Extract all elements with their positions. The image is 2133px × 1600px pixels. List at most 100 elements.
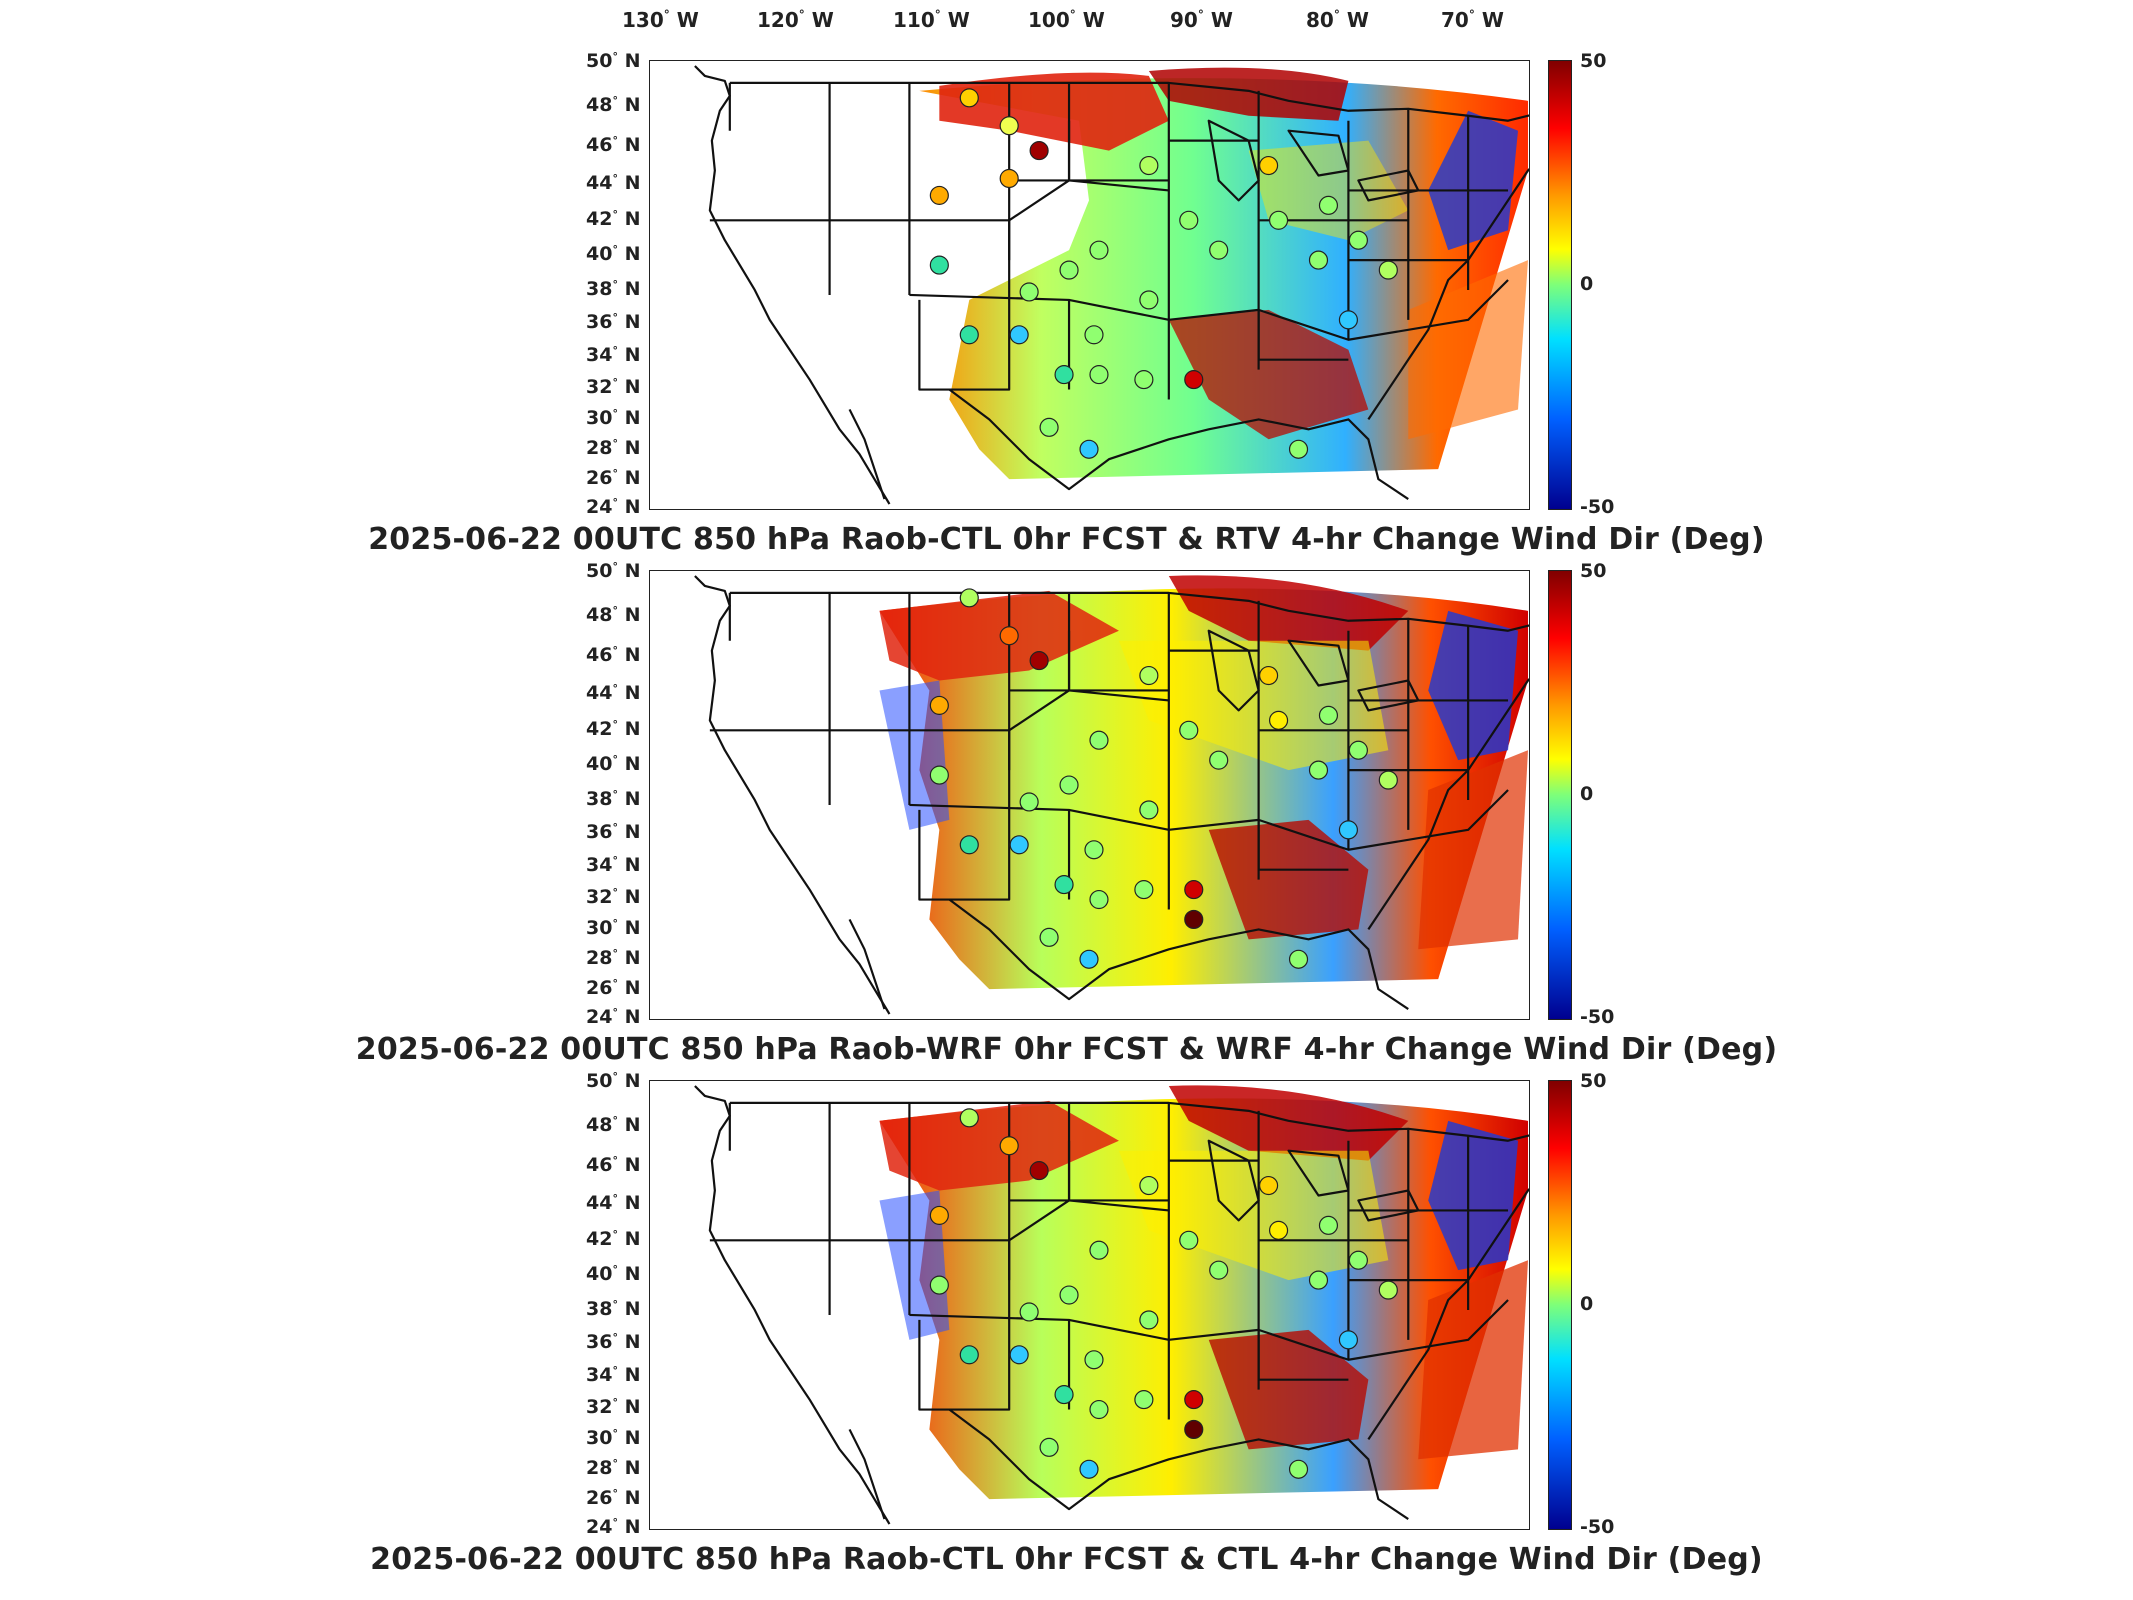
positive-anomaly-atlantic [1418,1260,1529,1460]
raob-station [999,116,1019,136]
lat-label-36n: 36° N [586,821,641,843]
lat-label-32n: 32° N [586,1396,641,1418]
raob-station [1184,1390,1204,1410]
raob-station [1079,439,1099,459]
neutral-anomaly-great-lakes [1118,1150,1389,1281]
raob-station [1259,665,1279,686]
lon-label-90w: 90° W [1170,8,1233,32]
raob-station [1179,720,1199,740]
lat-label-50n: 50° N [586,50,641,72]
raob-station [1318,1215,1339,1235]
raob-station [1029,141,1049,161]
raob-station [1019,282,1039,302]
raob-station [959,1108,979,1128]
colorbar-min-label: -50 [1580,1006,1615,1028]
longitude-axis: 130° W 120° W 110° W 100° W 90° W 80° W … [0,0,2133,40]
lon-label-120w: 120° W [757,8,834,32]
raob-station [1089,240,1109,260]
negative-anomaly-northeast [1428,1120,1519,1271]
lat-label-26n: 26° N [586,977,641,999]
raob-station [1134,1390,1154,1410]
negative-anomaly-west [879,1190,950,1340]
raob-station [1089,730,1109,750]
lat-label-40n: 40° N [586,753,641,775]
lat-label-32n: 32° N [586,886,641,908]
raob-station [1318,705,1339,725]
raob-station [1348,230,1368,250]
lat-label-34n: 34° N [586,854,641,876]
raob-station [1139,665,1159,686]
raob-station [1338,1330,1358,1350]
lat-label-46n: 46° N [586,134,641,156]
raob-station [1139,155,1159,176]
raob-station [929,695,949,715]
raob-station [929,765,949,785]
raob-station [1009,325,1029,345]
raob-station [1009,835,1029,855]
panel-title-2: 2025-06-22 00UTC 850 hPa Raob-WRF 0hr FC… [355,1032,1778,1067]
positive-anomaly-atlantic [1418,750,1529,950]
lat-label-30n: 30° N [586,1427,641,1449]
raob-station [1059,260,1079,280]
colorbar-mid-label: 0 [1580,1293,1594,1315]
raob-station [1209,240,1229,260]
raob-station [1089,365,1109,385]
raob-station [1139,290,1159,310]
raob-station [1054,365,1074,385]
raob-station [929,1205,949,1225]
raob-station [1039,927,1059,947]
raob-station [1059,775,1079,795]
lon-label-80w: 80° W [1306,8,1369,32]
lat-label-44n: 44° N [586,172,641,194]
raob-station [1084,325,1104,345]
raob-station [959,835,979,855]
raob-station [1209,750,1229,770]
lon-label-130w: 130° W [622,8,699,32]
raob-station [1184,1419,1204,1440]
lat-label-42n: 42° N [586,208,641,230]
raob-station [1079,1459,1099,1479]
negative-anomaly-northeast [1428,610,1519,761]
negative-anomaly-west [879,680,950,830]
raob-station [1134,880,1154,900]
raob-station [1268,710,1289,730]
raob-station [1134,370,1154,390]
raob-station [1039,1437,1059,1457]
colorbar-max-label: 50 [1580,50,1607,72]
raob-station [1378,770,1398,790]
positive-anomaly-northeast [1148,67,1349,121]
positive-anomaly-southeast [1168,309,1369,440]
positive-anomaly-north [939,72,1169,151]
lat-label-32n: 32° N [586,376,641,398]
raob-station [1084,1350,1104,1370]
raob-station [1288,1459,1309,1479]
raob-station [1089,1399,1109,1420]
lat-label-50n: 50° N [586,1070,641,1092]
raob-station [1029,1161,1049,1181]
lon-label-110w: 110° W [893,8,970,32]
positive-anomaly-north [879,1100,1119,1191]
raob-station [1139,1175,1159,1196]
lat-label-26n: 26° N [586,467,641,489]
lat-label-34n: 34° N [586,1364,641,1386]
raob-station [1318,195,1339,215]
raob-station [959,325,979,345]
raob-station [1139,800,1159,820]
raob-station [959,588,979,608]
raob-station [1268,1220,1289,1240]
raob-station [1288,439,1309,459]
panel-title-3: 2025-06-22 00UTC 850 hPa Raob-CTL 0hr FC… [370,1542,1763,1577]
raob-station [929,255,949,275]
raob-station [1184,370,1204,390]
lat-label-36n: 36° N [586,1331,641,1353]
positive-anomaly-southeast [1208,819,1369,940]
raob-station [1209,1260,1229,1280]
raob-station [1039,417,1059,437]
lat-label-30n: 30° N [586,407,641,429]
lat-label-28n: 28° N [586,437,641,459]
raob-station [1184,880,1204,900]
lat-label-30n: 30° N [586,917,641,939]
raob-station [1019,1302,1039,1322]
raob-station [1268,210,1289,230]
colorbar-2 [1548,570,1572,1020]
